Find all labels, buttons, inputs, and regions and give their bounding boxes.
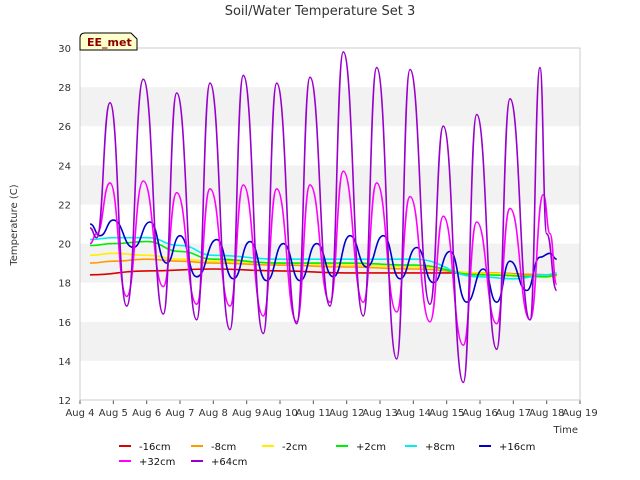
x-tick-label: Aug 10 xyxy=(262,408,297,419)
legend-label: +32cm xyxy=(139,457,175,468)
series-line-64cm xyxy=(89,51,558,384)
y-axis-title: Temperature (C) xyxy=(9,184,20,266)
legend-label: +16cm xyxy=(499,442,535,453)
x-tick-label: Aug 18 xyxy=(529,408,564,419)
grid-band xyxy=(80,165,580,205)
plot-frame xyxy=(79,47,581,401)
badge-label: EE_met xyxy=(87,36,132,49)
y-tick-label: 30 xyxy=(58,44,71,55)
legend-label: +64cm xyxy=(211,457,247,468)
series-line-8cm xyxy=(89,236,557,280)
x-tick-label: Aug 14 xyxy=(396,408,431,419)
grid-band xyxy=(80,87,580,127)
legend-label: -16cm xyxy=(139,442,171,453)
x-tick-label: Aug 11 xyxy=(296,408,331,419)
grid-band xyxy=(80,126,580,166)
x-tick-label: Aug 17 xyxy=(496,408,531,419)
x-tick-label: Aug 6 xyxy=(132,408,161,419)
x-tick-label: Aug 8 xyxy=(199,408,228,419)
badge-box xyxy=(79,32,138,51)
legend-label: -8cm xyxy=(211,442,236,453)
grid-band xyxy=(80,360,580,400)
y-tick-label: 24 xyxy=(58,161,71,172)
plot-background xyxy=(80,48,580,400)
y-tick-label: 14 xyxy=(58,357,71,368)
grid-band xyxy=(80,204,580,244)
x-tick-label: Aug 12 xyxy=(329,408,364,419)
x-tick-label: Aug 7 xyxy=(165,408,194,419)
y-tick-label: 22 xyxy=(58,200,71,211)
legend-label: +8cm xyxy=(425,442,455,453)
x-tick-label: Aug 5 xyxy=(99,408,128,419)
series-lines xyxy=(89,51,558,384)
legend-label: -2cm xyxy=(282,442,307,453)
y-axis: 12 14 16 18 20 22 24 26 28 30 xyxy=(58,44,71,407)
x-axis-title: Time xyxy=(553,425,578,436)
x-tick-label: Aug 19 xyxy=(562,408,597,419)
x-tick-label: Aug 15 xyxy=(429,408,464,419)
legend: -16cm -8cm -2cm +2cm +8cm +16cm +32cm +64cm xyxy=(119,442,535,468)
chart-title: Soil/Water Temperature Set 3 xyxy=(225,4,416,19)
y-tick-label: 12 xyxy=(58,396,71,407)
x-tick-label: Aug 16 xyxy=(462,408,497,419)
x-tick-label: Aug 4 xyxy=(65,408,94,419)
y-tick-label: 28 xyxy=(58,83,71,94)
x-tick-label: Aug 9 xyxy=(232,408,261,419)
y-tick-label: 20 xyxy=(58,240,71,251)
y-tick-label: 16 xyxy=(58,318,71,329)
badge: EE_met xyxy=(79,32,138,51)
y-tick-label: 26 xyxy=(58,122,71,133)
grid-band xyxy=(80,48,580,88)
x-tick-label: Aug 13 xyxy=(362,408,397,419)
legend-label: +2cm xyxy=(356,442,386,453)
grid-band xyxy=(80,321,580,361)
y-tick-label: 18 xyxy=(58,279,71,290)
x-axis: Aug 4 Aug 5 Aug 6 Aug 7 Aug 8 Aug 9 Aug 10Aug … xyxy=(65,400,598,419)
